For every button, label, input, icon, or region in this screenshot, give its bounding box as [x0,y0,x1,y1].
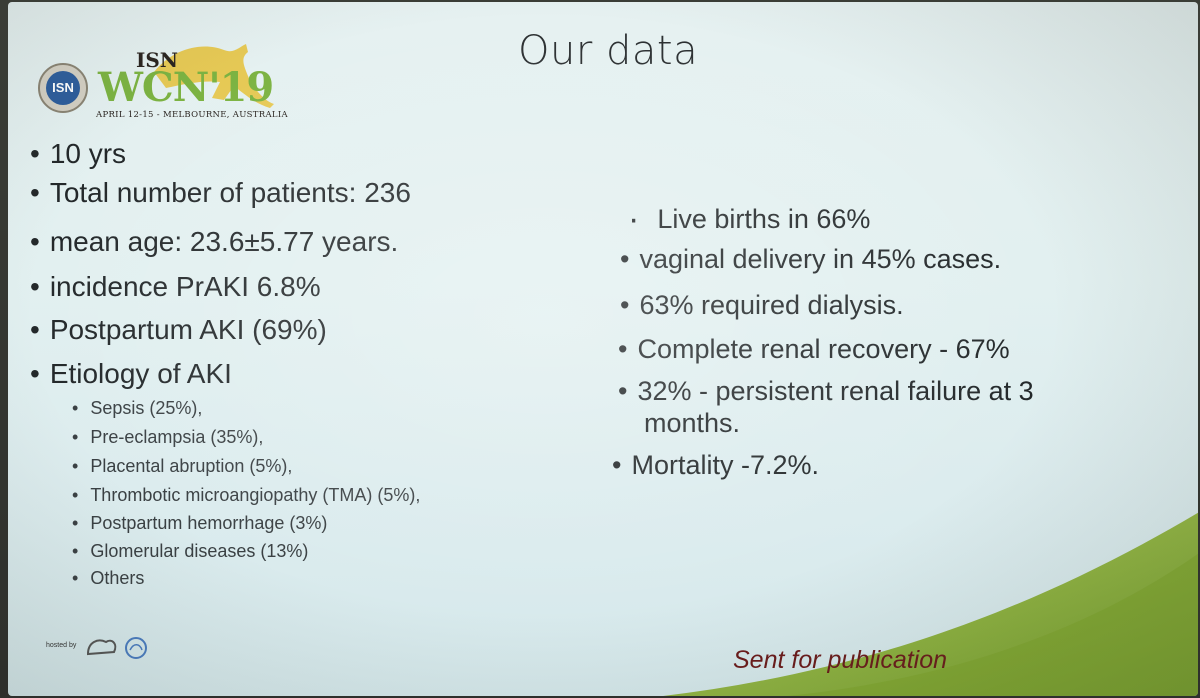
list-item: Thrombotic microangiopathy (TMA) (5%), [72,485,420,506]
list-item: Glomerular diseases (13%) [72,541,308,562]
list-item: Pre-eclampsia (35%), [72,427,263,448]
conference-logo: ISN ISN WCN'19 APRIL 12-15 - MELBOURNE, … [34,42,288,126]
list-item: mean age: 23.6±5.77 years. [30,226,398,258]
list-item-continuation: months. [644,408,741,438]
list-item: Etiology of AKI [30,358,232,390]
logo-org: ISN [136,48,179,72]
logo-dates: APRIL 12-15 - MELBOURNE, AUSTRALIA [96,110,288,120]
logo-seal-text: ISN [52,80,74,95]
list-item: Others [72,568,144,589]
slide-title: Our data [518,28,699,74]
sponsor-logos-icon [86,637,147,659]
list-item: Total number of patients: 236 [30,177,411,209]
list-item: Mortality -7.2%. [612,450,819,481]
list-item: Postpartum AKI (69%) [30,314,327,346]
list-item: Postpartum hemorrhage (3%) [72,513,327,534]
list-item: Live births in 66% [628,200,870,239]
list-item: incidence PrAKI 6.8% [30,271,321,303]
logo-event: WCN'19 [98,64,274,111]
kangaroo-seal-icon [38,44,274,113]
list-item: Placental abruption (5%), [72,456,292,477]
presentation-slide: Our data ISN ISN WCN'19 APRIL 12-15 - ME… [8,2,1198,696]
list-item: Sepsis (25%), [72,398,202,419]
list-item: 63% required dialysis. [620,290,903,321]
list-item: 10 yrs [30,138,126,170]
list-item: 32% - persistent renal failure at 3 [618,376,1033,407]
green-swoosh-decoration [662,512,1198,696]
list-item: vaginal delivery in 45% cases. [620,244,1001,275]
hosted-by-label: hosted by [46,642,77,649]
list-item: Complete renal recovery - 67% [618,334,1009,365]
publication-note: Sent for publication [733,646,948,674]
